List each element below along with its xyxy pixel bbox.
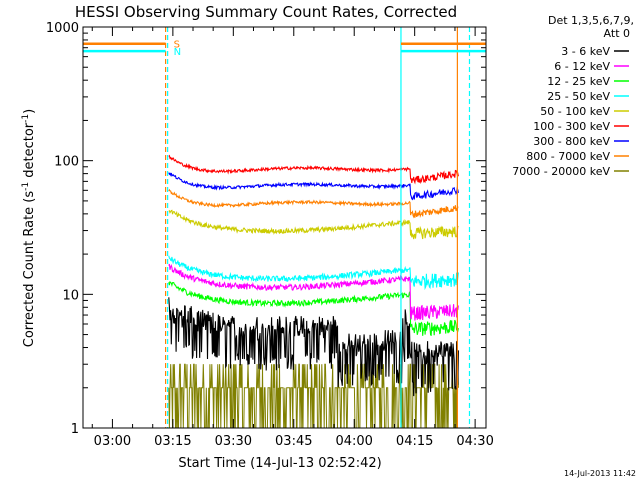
x-tick-label: 04:15	[396, 434, 433, 449]
x-tick-label: 04:30	[456, 434, 493, 449]
legend-label: 800 - 7000 keV	[526, 150, 610, 163]
series-line	[168, 209, 459, 240]
plot-area: SN	[83, 27, 486, 429]
x-tick-label: 03:15	[154, 434, 191, 449]
flag-label: S	[174, 40, 180, 51]
y-label-sup: -1	[21, 114, 31, 123]
x-tick-label: 03:00	[94, 434, 131, 449]
y-label-part: detector	[22, 122, 37, 182]
legend-label: 100 - 300 keV	[533, 120, 610, 133]
series-line	[168, 188, 459, 219]
y-tick-label: 1000	[46, 21, 79, 36]
series-line	[168, 172, 459, 201]
x-tick-label: 03:45	[275, 434, 312, 449]
series-line	[168, 154, 459, 185]
legend-label: 6 - 12 keV	[554, 60, 610, 73]
legend-label: 7000 - 20000 keV	[512, 165, 610, 178]
y-tick-label: 1	[71, 422, 79, 437]
chart-title: HESSI Observing Summary Count Rates, Cor…	[75, 3, 457, 21]
legend-label: 12 - 25 keV	[547, 75, 610, 88]
series-line	[168, 363, 459, 429]
legend-label: 3 - 6 keV	[561, 45, 610, 58]
y-tick-label: 10	[62, 288, 79, 303]
legend-label: 25 - 50 keV	[547, 90, 610, 103]
series-line	[168, 297, 459, 397]
x-axis-label: Start Time (14-Jul-13 02:52:42)	[178, 456, 381, 471]
legend-label: 50 - 100 keV	[540, 105, 610, 118]
flag-label: N	[174, 47, 181, 58]
x-axis: 03:00 03:15 03:30 03:45 04:00 04:15 04:30	[91, 27, 494, 449]
y-label-part: Corrected Count Rate (s	[22, 191, 37, 348]
y-axis-label: Corrected Count Rate (s-1 detector-1)	[21, 109, 37, 347]
y-tick-label: 100	[54, 155, 79, 170]
footer-date: 14-Jul-2013 11:42	[564, 469, 636, 478]
y-label-part: )	[22, 109, 37, 114]
series-line	[168, 255, 459, 291]
legend-header-line: Det 1,3,5,6,7,9,	[548, 14, 634, 27]
legend-header-line: Att 0	[604, 27, 630, 40]
x-tick-label: 04:00	[335, 434, 372, 449]
y-label-sup: -1	[21, 182, 31, 191]
legend: Det 1,3,5,6,7,9, Att 0 3 - 6 keV 6 - 12 k…	[512, 14, 634, 178]
y-axis: 1 10 100 1000	[46, 21, 486, 437]
legend-label: 300 - 800 keV	[533, 135, 610, 148]
plot-frame	[82, 26, 487, 429]
x-tick-label: 03:30	[215, 434, 252, 449]
series-line	[168, 263, 459, 321]
